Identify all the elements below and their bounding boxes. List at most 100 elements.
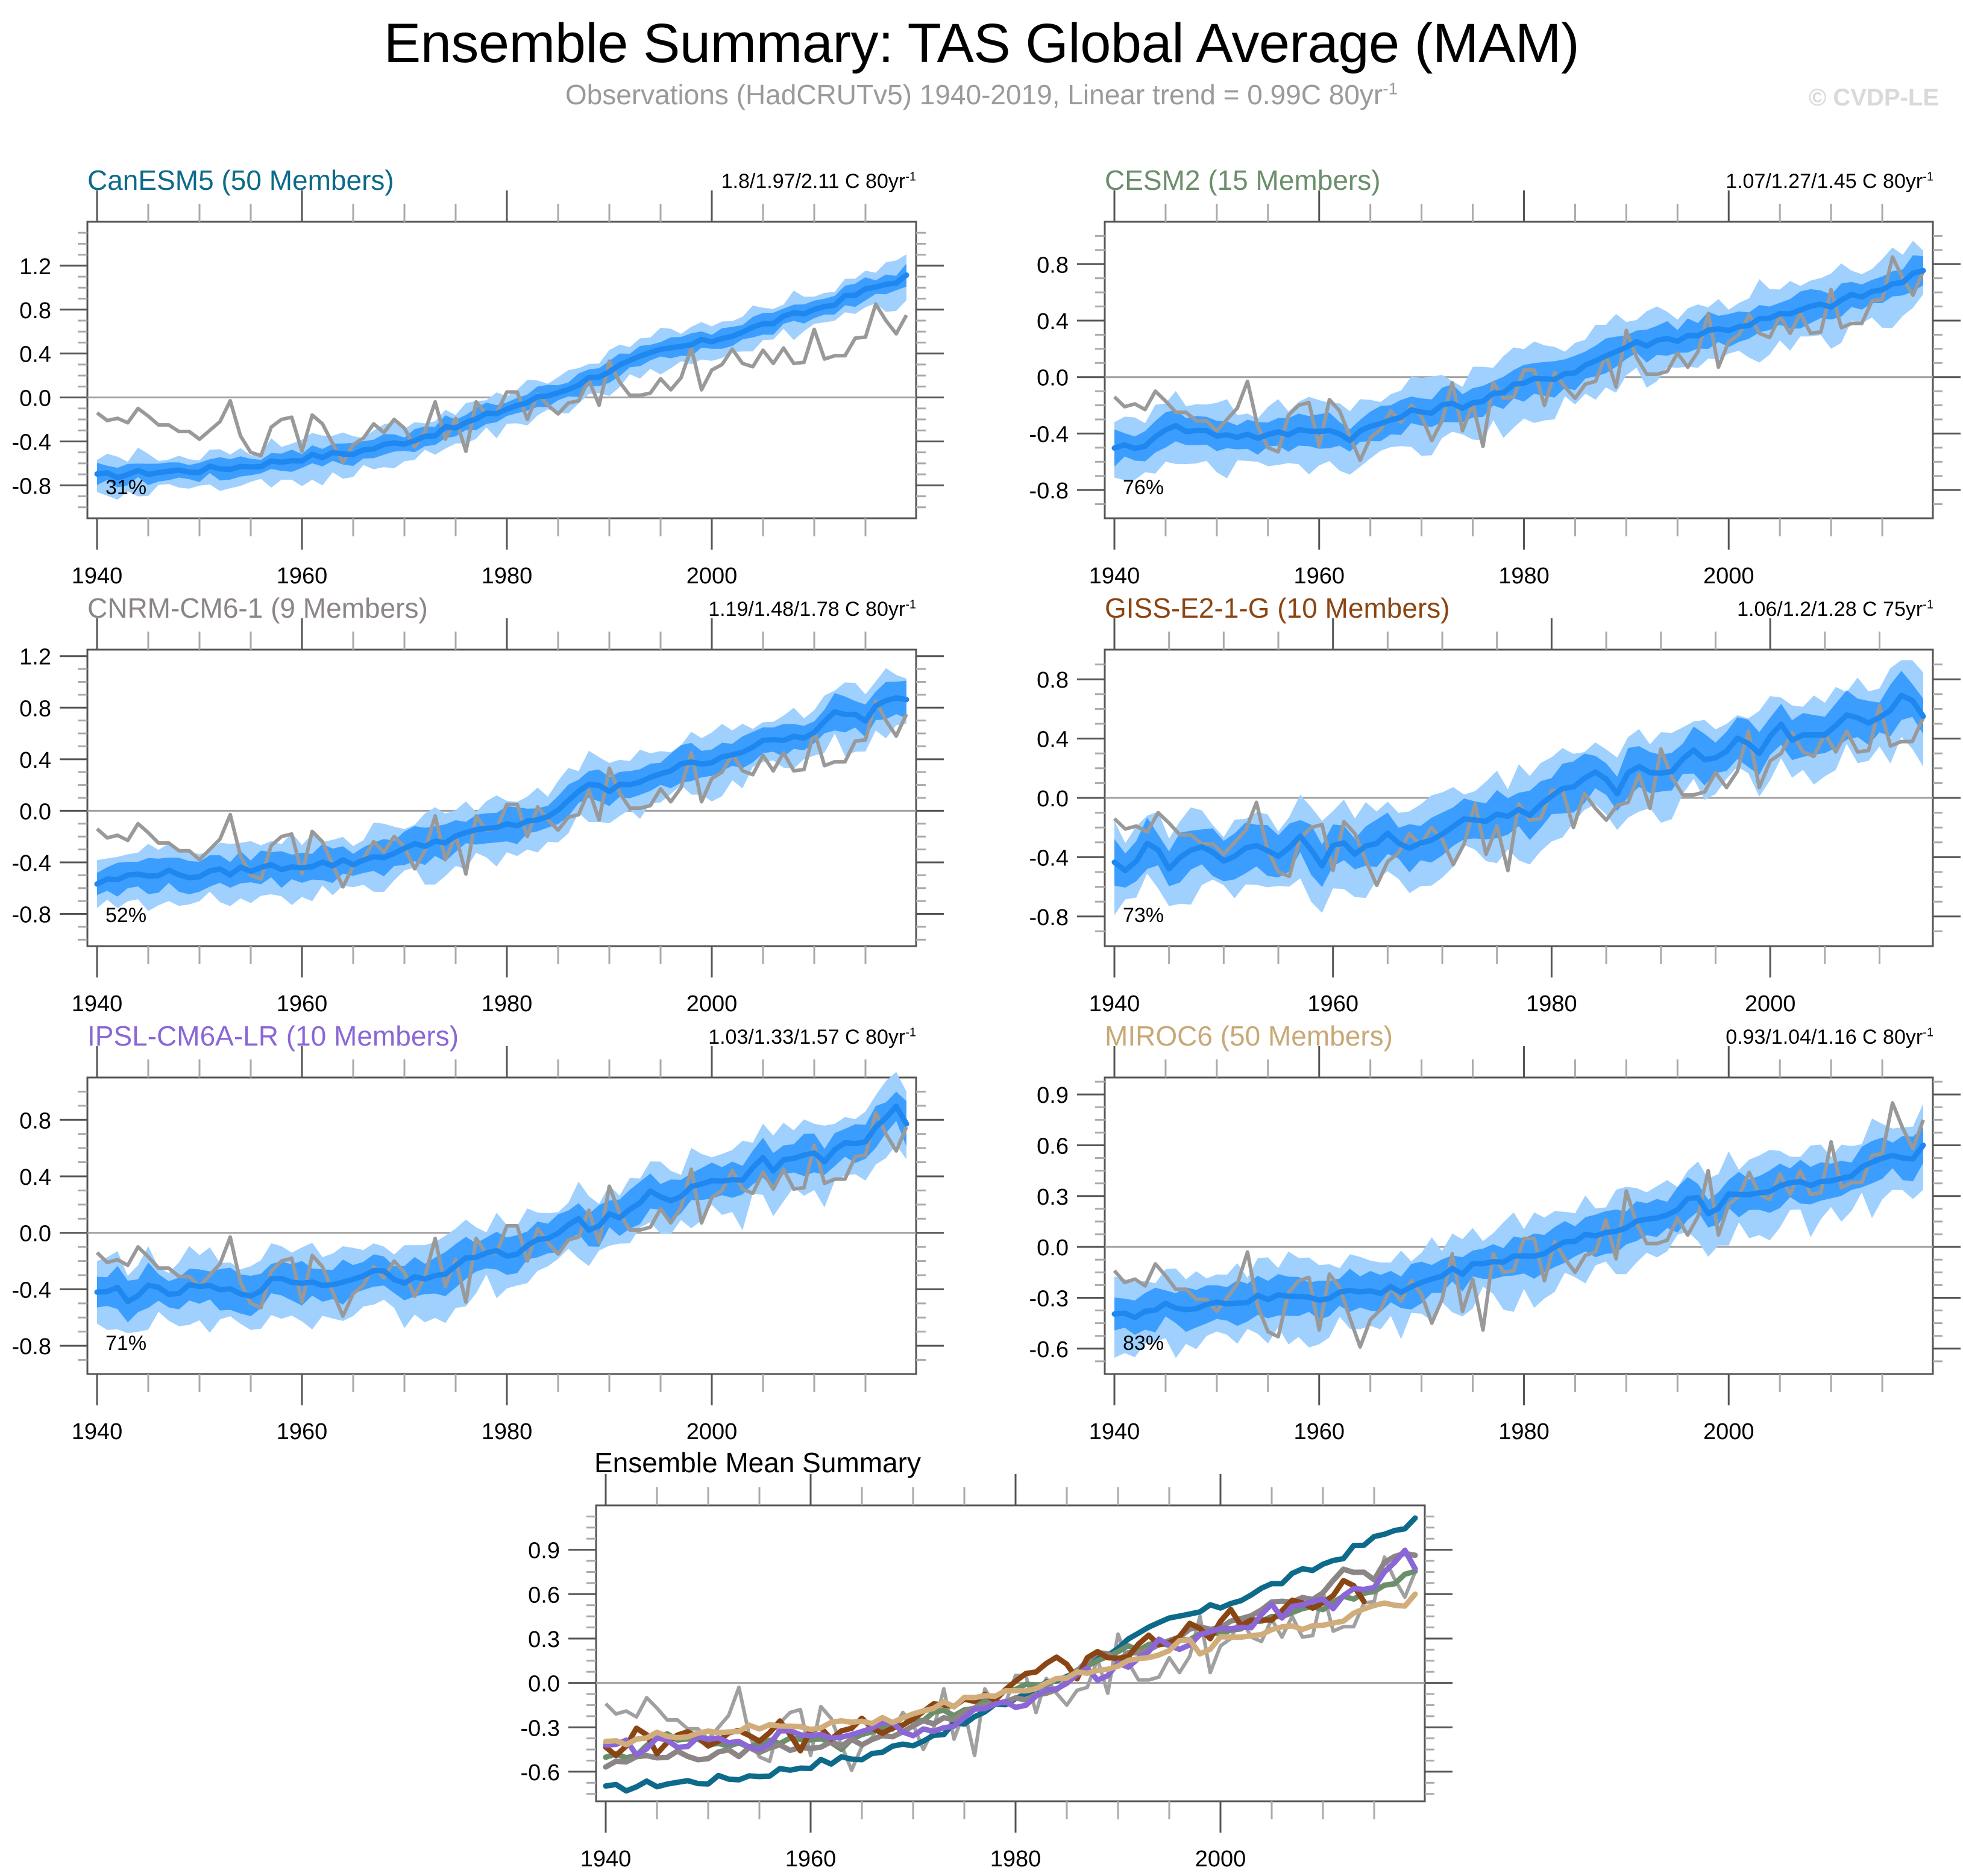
y-tick-label: -0.4 bbox=[12, 1278, 51, 1303]
panel-4: 1940 1960 1980 2000 0.8 0.4 0.0 -0.4 -0.8 71% bbox=[12, 1046, 944, 1445]
rank-percent-label: 31% bbox=[105, 476, 146, 499]
panel-title-ipsl: IPSL-CM6A-LR (10 Members) bbox=[87, 1020, 459, 1052]
y-tick-label: 0.4 bbox=[19, 342, 51, 368]
x-tick-label: 1980 bbox=[1498, 563, 1550, 589]
y-tick-label: 0.8 bbox=[1037, 253, 1069, 278]
panel-1: 1940 1960 1980 2000 0.8 0.4 0.0 -0.4 -0.8 76% bbox=[1029, 190, 1961, 589]
x-tick-label: 2000 bbox=[686, 563, 738, 589]
rank-percent-label: 71% bbox=[105, 1332, 146, 1355]
x-tick-label: 1960 bbox=[277, 1419, 328, 1445]
y-tick-label: -0.8 bbox=[12, 474, 51, 499]
y-tick-label: 0.9 bbox=[1037, 1083, 1069, 1108]
trend-text: 1.03/1.33/1.57 C 80yr bbox=[708, 1026, 906, 1049]
y-tick-label: -0.8 bbox=[12, 1334, 51, 1360]
y-tick-label: 0.8 bbox=[19, 696, 51, 721]
y-tick-label: 0.4 bbox=[1037, 727, 1069, 753]
observations-line bbox=[96, 699, 908, 889]
band-10-90 bbox=[97, 668, 906, 911]
y-tick-label: -0.3 bbox=[521, 1716, 560, 1741]
y-tick-label: -0.3 bbox=[1029, 1286, 1069, 1311]
x-tick-label: 1960 bbox=[785, 1846, 837, 1872]
y-tick-label: 0.4 bbox=[19, 748, 51, 773]
x-tick-label: 1940 bbox=[1089, 1419, 1140, 1445]
plot-frame bbox=[1104, 221, 1934, 519]
trend-sup: -1 bbox=[1923, 1026, 1933, 1040]
y-tick-label: 0.8 bbox=[1037, 668, 1069, 693]
y-tick-label: 1.2 bbox=[19, 645, 51, 670]
main-title: Ensemble Summary: TAS Global Average (MA… bbox=[383, 13, 1580, 74]
x-tick-label: 1960 bbox=[277, 991, 328, 1017]
x-tick-label: 1980 bbox=[1498, 1419, 1550, 1445]
plot-frame bbox=[595, 1504, 1426, 1802]
ensemble-mean-line bbox=[1111, 268, 1926, 451]
panel-trend-canesm5: 1.8/1.97/2.11 C 80yr-1 bbox=[721, 170, 916, 193]
y-tick-label: -0.4 bbox=[12, 851, 51, 876]
plot-frame bbox=[86, 1076, 917, 1375]
panel-6: 1940 1960 1980 2000 0.9 0.6 0.3 0.0 -0.3 -0.6 bbox=[521, 1474, 1453, 1872]
series-line-observations bbox=[604, 1555, 1417, 1772]
panel-trend-cnrm: 1.19/1.48/1.78 C 80yr-1 bbox=[708, 598, 916, 621]
panel-5: 1940 1960 1980 2000 0.9 0.6 0.3 0.0 -0.3 -0.6 83% bbox=[1029, 1046, 1961, 1445]
y-tick-label: 0.0 bbox=[19, 1222, 51, 1247]
y-tick-label: 0.3 bbox=[528, 1627, 560, 1652]
x-tick-label: 1940 bbox=[1089, 991, 1140, 1017]
y-tick-label: 0.0 bbox=[19, 386, 51, 412]
band-25-75 bbox=[1114, 1127, 1923, 1335]
x-tick-label: 1980 bbox=[482, 563, 533, 589]
y-tick-label: 0.8 bbox=[19, 1108, 51, 1134]
ensemble-mean-line bbox=[94, 1103, 909, 1305]
y-tick-label: -0.4 bbox=[1029, 422, 1069, 447]
x-tick-label: 1940 bbox=[1089, 563, 1140, 589]
y-tick-label: 1.2 bbox=[19, 254, 51, 280]
x-tick-label: 1960 bbox=[1307, 991, 1358, 1017]
panel-2: 1940 1960 1980 2000 1.2 0.8 0.4 0.0 -0.4 -0.8 52% bbox=[12, 618, 944, 1017]
ensemble-mean-line bbox=[1111, 692, 1926, 874]
plot-frame bbox=[86, 648, 917, 947]
panel-trend-ipsl: 1.03/1.33/1.57 C 80yr-1 bbox=[708, 1026, 916, 1049]
subtitle-sup: -1 bbox=[1383, 79, 1398, 98]
trend-text: 1.8/1.97/2.11 C 80yr bbox=[721, 170, 906, 193]
series-line-miroc6 bbox=[603, 1591, 1418, 1748]
y-tick-label: 0.0 bbox=[1037, 1235, 1069, 1261]
band-25-75 bbox=[97, 263, 906, 488]
rank-percent-label: 73% bbox=[1123, 904, 1164, 927]
y-tick-label: -0.8 bbox=[1029, 478, 1069, 504]
y-tick-label: 0.3 bbox=[1037, 1185, 1069, 1210]
x-tick-label: 1940 bbox=[580, 1846, 632, 1872]
y-tick-label: 0.6 bbox=[1037, 1134, 1069, 1159]
subtitle-text: Observations (HadCRUTv5) 1940-2019, Line… bbox=[565, 79, 1383, 110]
y-tick-label: 0.0 bbox=[528, 1672, 560, 1697]
trend-sup: -1 bbox=[905, 598, 916, 612]
x-tick-label: 1980 bbox=[990, 1846, 1041, 1872]
band-25-75 bbox=[1114, 670, 1923, 888]
panel-trend-miroc6: 0.93/1.04/1.16 C 80yr-1 bbox=[1726, 1026, 1933, 1049]
x-tick-label: 2000 bbox=[1195, 1846, 1246, 1872]
y-tick-label: 0.6 bbox=[528, 1583, 560, 1608]
x-tick-label: 1940 bbox=[72, 563, 123, 589]
subtitle: Observations (HadCRUTv5) 1940-2019, Line… bbox=[0, 78, 1963, 111]
y-tick-label: 0.8 bbox=[19, 298, 51, 324]
x-tick-label: 2000 bbox=[686, 991, 738, 1017]
trend-sup: -1 bbox=[1923, 170, 1933, 184]
trend-sup: -1 bbox=[905, 1026, 916, 1040]
y-tick-label: 0.0 bbox=[19, 799, 51, 824]
panel-title-cesm2: CESM2 (15 Members) bbox=[1105, 165, 1381, 196]
x-tick-label: 1980 bbox=[482, 1419, 533, 1445]
panel-3: 1940 1960 1980 2000 0.8 0.4 0.0 -0.4 -0.8 73% bbox=[1029, 618, 1961, 1017]
rank-percent-label: 76% bbox=[1123, 476, 1164, 499]
panel-0: 1940 1960 1980 2000 1.2 0.8 0.4 0.0 -0.4 -0.8 31% bbox=[12, 190, 944, 589]
y-tick-label: 0.4 bbox=[19, 1165, 51, 1190]
y-tick-label: -0.8 bbox=[1029, 905, 1069, 930]
x-tick-label: 1940 bbox=[72, 991, 123, 1017]
plot-frame bbox=[1104, 1076, 1934, 1375]
panel-title-canesm5: CanESM5 (50 Members) bbox=[87, 165, 394, 196]
band-25-75 bbox=[97, 680, 906, 897]
panel-title-cnrm: CNRM-CM6-1 (9 Members) bbox=[87, 592, 428, 624]
y-tick-label: -0.6 bbox=[1029, 1337, 1069, 1363]
x-tick-label: 1960 bbox=[1293, 1419, 1345, 1445]
panel-trend-cesm2: 1.07/1.27/1.45 C 80yr-1 bbox=[1726, 170, 1933, 193]
y-tick-label: -0.4 bbox=[12, 430, 51, 455]
y-tick-label: 0.4 bbox=[1037, 309, 1069, 334]
trend-sup: -1 bbox=[905, 170, 916, 184]
